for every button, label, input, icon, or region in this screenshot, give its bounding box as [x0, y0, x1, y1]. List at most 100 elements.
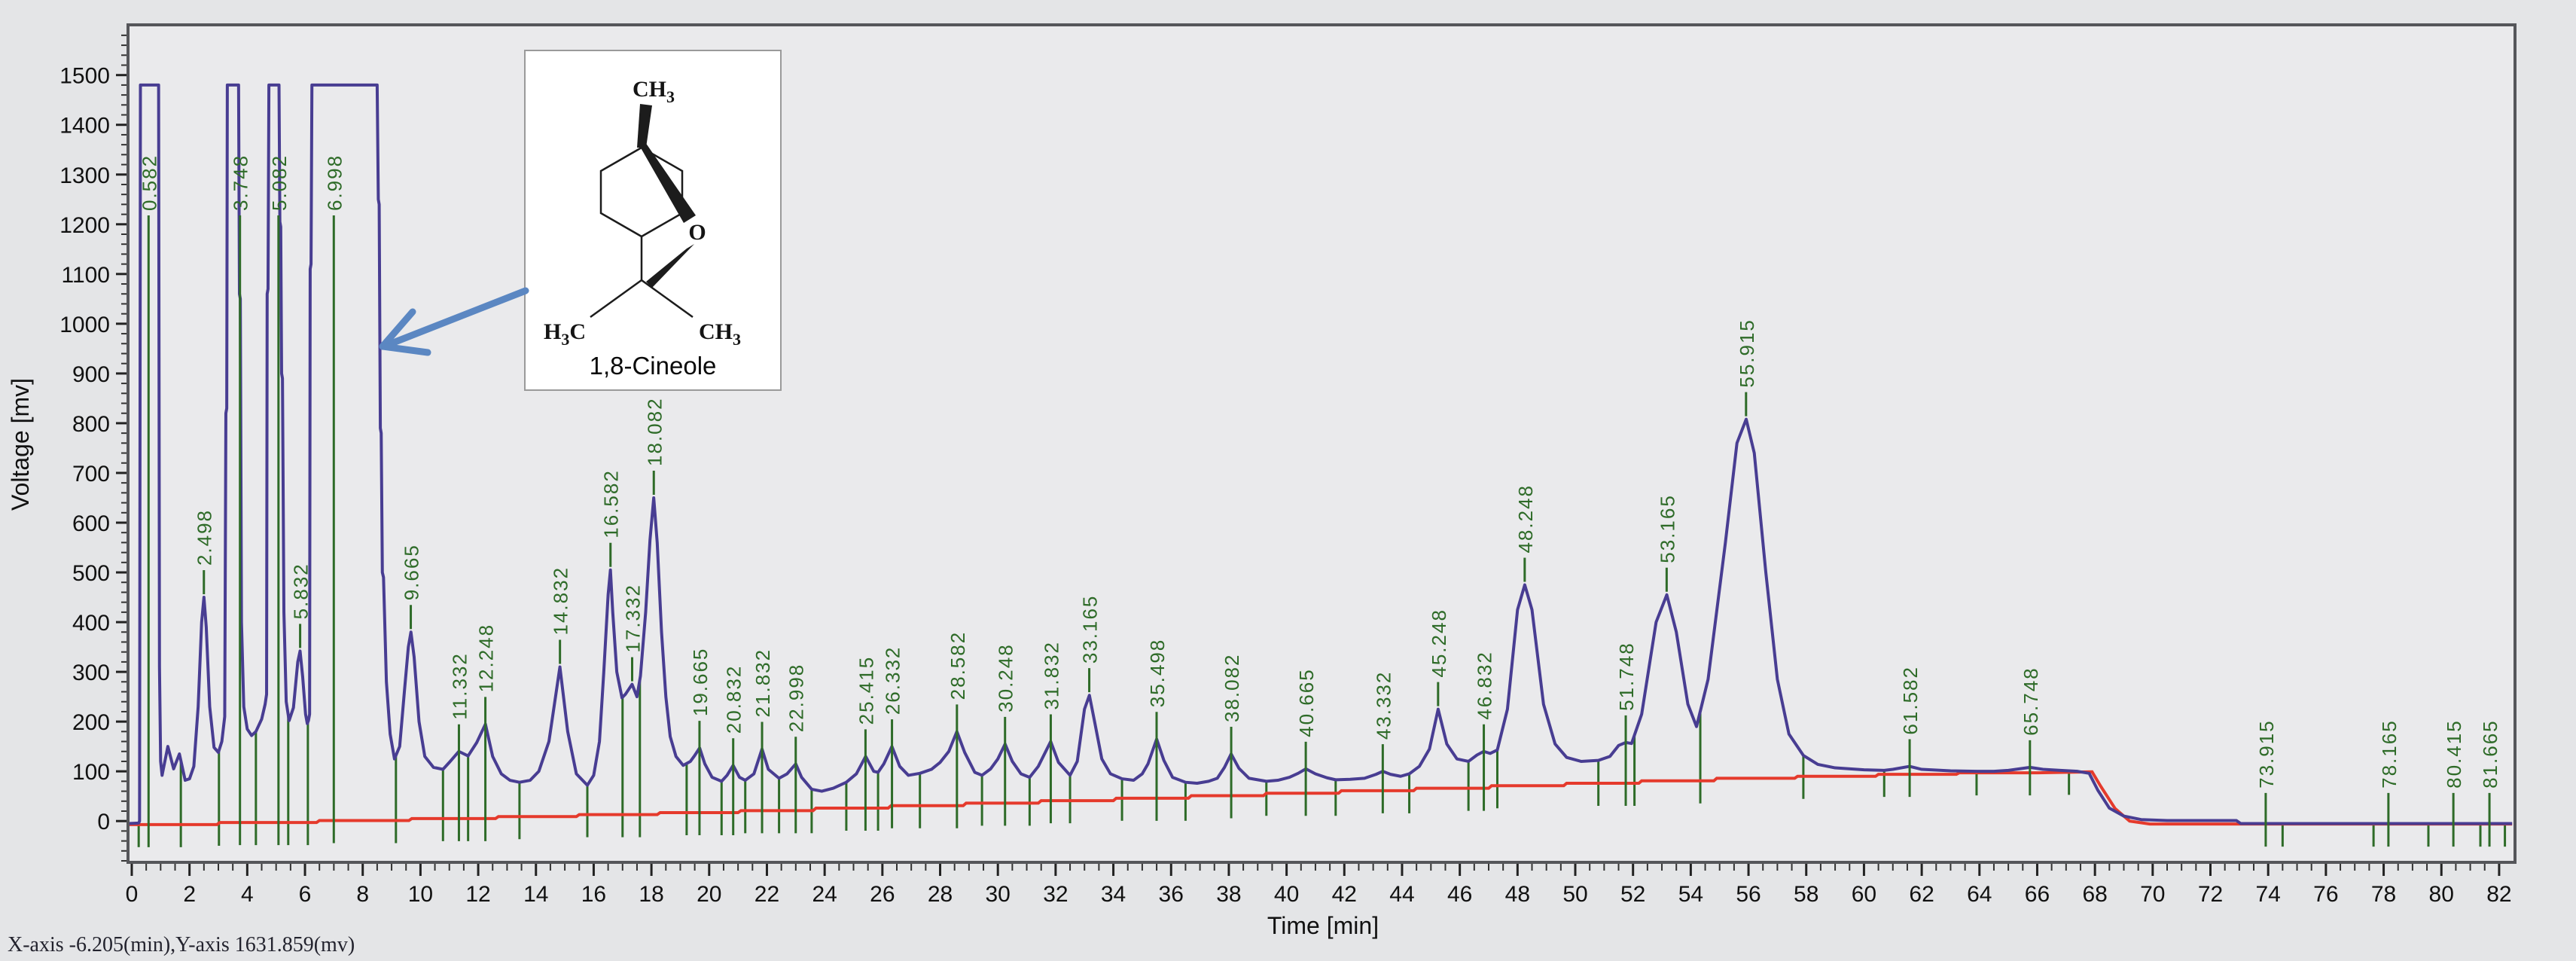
x-axis-tick-label: 20 [697, 882, 721, 907]
y-axis-tick-label: 1200 [59, 213, 110, 238]
x-axis-tick-label: 44 [1389, 882, 1414, 907]
x-axis-tick-label: 46 [1447, 882, 1472, 907]
x-axis-tick-label: 66 [2025, 882, 2050, 907]
peak-retention-time-label: 28.582 [947, 631, 969, 700]
x-axis-tick-label: 0 [126, 882, 139, 907]
peak-retention-time-label: 6.998 [323, 154, 346, 211]
inset-structure-panel: CH3 O H3C CH3 1,8-Cineole [524, 50, 782, 391]
x-axis-tick-label: 10 [408, 882, 433, 907]
peak-retention-time-label: 22.998 [785, 664, 808, 733]
y-axis-tick-label: 1300 [59, 163, 110, 188]
peak-retention-time-label: 11.332 [448, 652, 471, 720]
peak-retention-time-label: 16.582 [600, 469, 623, 538]
y-axis-tick-label: 500 [72, 561, 110, 586]
x-axis-tick-label: 78 [2371, 882, 2396, 907]
x-axis-tick-label: 2 [183, 882, 196, 907]
y-axis-tick-label: 700 [72, 462, 110, 487]
x-axis-tick-label: 4 [241, 882, 254, 907]
x-axis-tick-label: 64 [1967, 882, 1992, 907]
peak-retention-time-label: 19.665 [689, 648, 712, 717]
peak-retention-time-label: 3.748 [230, 154, 252, 211]
x-axis-tick-label: 68 [2082, 882, 2107, 907]
peak-retention-time-label: 30.248 [995, 643, 1017, 712]
molecule-wedge-bond-oxygen [646, 244, 694, 288]
peak-retention-time-label: 12.248 [475, 624, 498, 693]
peak-retention-time-label: 9.665 [401, 544, 423, 600]
atom-label-part: C [633, 77, 649, 102]
x-axis-tick-label: 54 [1678, 882, 1703, 907]
plot-border [127, 23, 2517, 864]
x-axis-tick-label: 32 [1043, 882, 1068, 907]
x-axis-tick-label: 48 [1505, 882, 1530, 907]
x-axis-tick-label: 34 [1101, 882, 1126, 907]
peak-retention-time-label: 25.415 [855, 656, 877, 725]
x-axis-tick-label: 22 [755, 882, 779, 907]
x-axis-tick-label: 36 [1159, 882, 1184, 907]
y-axis-tick-label: 1000 [59, 313, 110, 337]
peak-retention-time-label: 40.665 [1295, 668, 1318, 737]
peak-retention-time-label: 65.748 [2020, 667, 2042, 736]
atom-label-part: 3 [666, 87, 675, 106]
peak-retention-time-label: 31.832 [1040, 641, 1062, 710]
x-axis-tick-label: 38 [1216, 882, 1241, 907]
y-axis-tick-label: 600 [72, 511, 110, 536]
atom-label-ch3-right: CH3 [699, 319, 741, 349]
x-axis-tick-label: 60 [1852, 882, 1876, 907]
x-axis-tick-label: 40 [1274, 882, 1299, 907]
atom-label-oxygen: O [688, 220, 706, 245]
x-axis-tick-label: 16 [581, 882, 606, 907]
x-axis-tick-label: 26 [870, 882, 895, 907]
inset-box [524, 50, 782, 391]
atom-label-h3c-left: H3C [544, 319, 586, 349]
y-axis-tick-label: 800 [72, 412, 110, 437]
atom-label-part: H [544, 319, 561, 344]
peak-retention-time-label: 43.332 [1372, 671, 1395, 740]
atom-label-ch3-top: CH3 [633, 77, 675, 106]
peak-retention-time-label: 48.248 [1514, 484, 1537, 554]
molecule-bond-right-methyl [641, 279, 694, 319]
x-axis-tick-label: 30 [986, 882, 1011, 907]
y-axis-tick-label: 1100 [61, 263, 110, 288]
x-axis-tick-label: 24 [812, 882, 837, 907]
molecule-bond-left-methyl [590, 279, 642, 319]
x-axis-tick-label: 50 [1562, 882, 1587, 907]
x-axis-tick-label: 70 [2140, 882, 2165, 907]
peak-retention-time-label: 46.832 [1474, 651, 1496, 720]
y-axis-tick-label: 200 [72, 710, 110, 735]
peak-retention-time-label: 73.915 [2255, 719, 2278, 789]
annotation-arrow [379, 287, 529, 356]
x-axis-tick-label: 82 [2486, 882, 2511, 907]
y-axis-tick-label: 100 [72, 760, 110, 785]
y-axis-tick-label: 400 [72, 611, 110, 636]
peak-retention-time-label: 0.582 [138, 154, 160, 211]
status-bar-coordinates: X-axis -6.205(min),Y-axis 1631.859(mv) [8, 933, 355, 956]
peak-retention-time-label: 2.498 [194, 509, 216, 566]
x-axis-tick-label: 62 [1909, 882, 1934, 907]
y-axis-title: Voltage [mv] [7, 378, 34, 511]
x-axis-tick-label: 52 [1620, 882, 1645, 907]
y-axis-tick-label: 900 [72, 362, 110, 387]
x-axis-tick-label: 18 [639, 882, 663, 907]
x-axis-tick-label: 42 [1332, 882, 1357, 907]
x-axis-tick-label: 74 [2256, 882, 2281, 907]
atom-label-part: 3 [561, 330, 569, 349]
atom-label-part: 3 [733, 330, 741, 349]
peak-retention-time-label: 26.332 [882, 646, 904, 715]
plot-layer: 0 2 4 6 8 10 12 14 16 18 20 22 24 26 28 30 32 34 36 38 40 42 4… [59, 23, 2517, 907]
peak-retention-time-label: 18.082 [643, 397, 666, 466]
peak-retention-time-label: 20.832 [723, 665, 745, 734]
chromatogram-trace [127, 83, 2513, 825]
peak-retention-time-label: 17.332 [622, 584, 645, 653]
peak-retention-time-label: 53.165 [1656, 494, 1678, 563]
peak-retention-time-label: 80.415 [2443, 719, 2465, 789]
x-axis-tick-label: 6 [299, 882, 312, 907]
y-axis-tick-label: 1500 [59, 64, 110, 89]
x-axis-tick-label: 56 [1736, 882, 1761, 907]
peak-retention-time-label: 5.832 [290, 563, 312, 619]
y-axis-tick-label: 1400 [59, 114, 110, 139]
integration-baseline [128, 770, 2513, 826]
inset-caption: 1,8-Cineole [590, 352, 717, 380]
y-axis-tick-label: 300 [72, 660, 110, 685]
